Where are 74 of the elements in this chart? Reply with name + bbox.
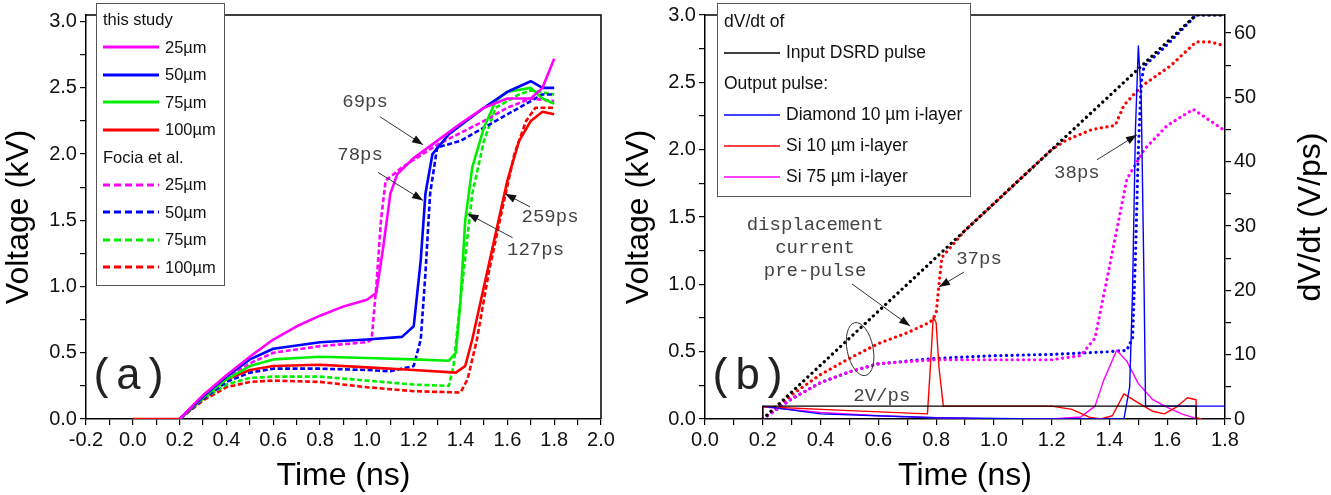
legend-label: 25µm: [165, 37, 207, 57]
y-tick-label: 3.0: [668, 2, 696, 25]
x-tick-label: 0.4: [806, 427, 835, 450]
y-tick-label: 3.0: [49, 9, 77, 32]
y-tick-label: 0.5: [668, 339, 696, 362]
x-tick-label: 0.2: [165, 427, 194, 450]
x-tick-label: 1.8: [1211, 427, 1239, 450]
y-axis-title: Voltage (kV): [619, 129, 656, 305]
y-tick-label: 2.0: [49, 141, 77, 164]
annotation: 2V/ps: [853, 385, 911, 407]
legend-label: 50µm: [165, 202, 207, 222]
legend-label: 25µm: [165, 175, 207, 195]
annotation: Output pulse:: [724, 72, 830, 95]
legend-label: 100µm: [165, 120, 216, 140]
y-tick-label: 1.0: [49, 274, 77, 297]
legend-label: 50µm: [165, 65, 207, 85]
legend-label: Input DSRD pulse: [786, 42, 927, 63]
y-axis-title: Voltage (kV): [0, 129, 36, 305]
annotation: (b): [708, 352, 788, 402]
y-tick-label: 1.5: [49, 207, 77, 230]
y-tick-label: 0.0: [49, 406, 77, 429]
y2-tick-label: 60: [1234, 20, 1257, 43]
legend-label: 75µm: [165, 230, 207, 250]
annotation: 127ps: [507, 238, 565, 261]
x-tick-label: 0.6: [259, 427, 288, 450]
annotation: 78ps: [337, 144, 383, 167]
annotation: 259ps: [521, 205, 579, 228]
x-tick-label: 0.6: [864, 427, 893, 450]
y2-tick-label: 50: [1234, 84, 1257, 107]
y2-tick-label: 20: [1234, 277, 1257, 300]
x-tick-label: 1.6: [1153, 427, 1182, 450]
x-axis-title: Time (ns): [898, 455, 1032, 492]
x-tick-label: 0.0: [691, 427, 719, 450]
x-tick-label: 0.2: [748, 427, 777, 450]
x-tick-label: 0.4: [212, 427, 241, 450]
annotation: 37ps: [956, 248, 1002, 271]
x-tick-label: 0.8: [306, 427, 334, 450]
x-tick-label: 1.0: [353, 427, 381, 450]
legend-label: 100µm: [165, 257, 216, 277]
annotation: Focia et al.: [103, 146, 185, 168]
x-tick-label: 1.4: [1095, 427, 1124, 450]
x-tick-label: 1.8: [540, 427, 569, 450]
annotation: displacement current pre-pulse: [746, 214, 884, 283]
x-axis-title: Time (ns): [276, 455, 411, 492]
y-tick-label: 2.5: [49, 75, 77, 98]
y-tick-label: 1.5: [668, 204, 696, 227]
x-tick-label: 1.6: [493, 427, 522, 450]
y-tick-label: 1.0: [668, 271, 696, 294]
annotation: (a): [89, 352, 169, 402]
x-tick-label: 1.2: [1037, 427, 1066, 450]
y2-tick-label: 0: [1234, 406, 1246, 429]
legend-label: 75µm: [165, 92, 207, 112]
y-tick-label: 0.5: [49, 340, 77, 363]
legend-label: Si 75 µm i-layer: [786, 166, 908, 187]
y2-tick-label: 10: [1234, 342, 1257, 365]
x-tick-label: -0.2: [68, 427, 104, 450]
y-tick-label: 2.5: [668, 69, 696, 92]
y2-axis-title: dV/dt (V/ps): [1290, 132, 1327, 302]
x-tick-label: 0.0: [118, 427, 147, 450]
y-tick-label: 2.0: [668, 137, 696, 160]
y-tick-label: 0.0: [668, 406, 696, 429]
annotation: 38ps: [1054, 161, 1100, 184]
x-tick-label: 1.4: [446, 427, 475, 450]
y2-tick-label: 30: [1234, 213, 1257, 236]
x-tick-label: 2.0: [587, 427, 615, 450]
legend-label: Diamond 10 µm i-layer: [786, 104, 963, 125]
legend-label: Si 10 µm i-layer: [786, 135, 908, 156]
annotation: 69ps: [342, 90, 388, 113]
y2-tick-label: 40: [1234, 149, 1257, 172]
annotation: dV/dt of: [724, 10, 786, 33]
annotation: this study: [103, 9, 174, 30]
x-tick-label: 0.8: [922, 427, 951, 450]
x-tick-label: 1.0: [979, 427, 1008, 450]
x-tick-label: 1.2: [399, 427, 428, 450]
